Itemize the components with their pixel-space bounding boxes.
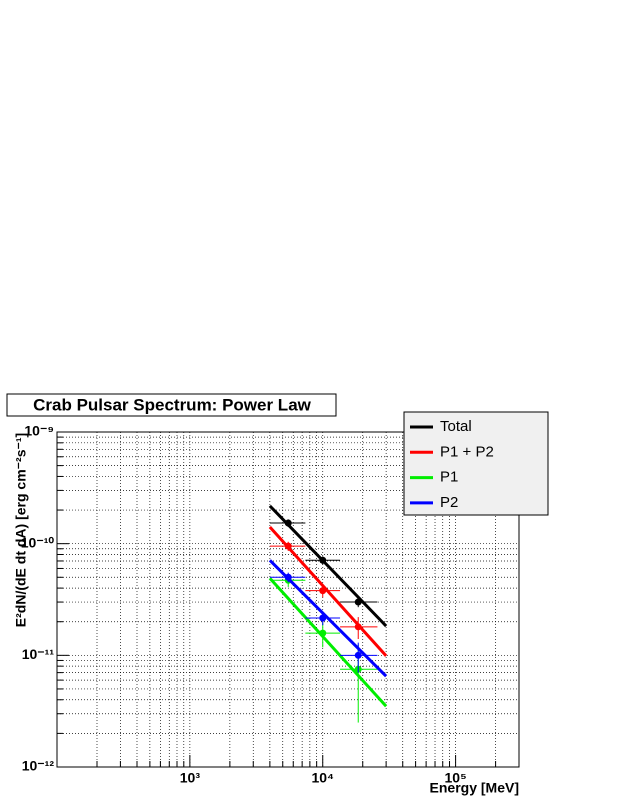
legend-label: P1 + P2 bbox=[440, 443, 494, 460]
legend-label: P2 bbox=[440, 494, 458, 511]
data-point bbox=[284, 573, 292, 581]
data-point bbox=[319, 629, 327, 637]
data-point bbox=[284, 519, 292, 527]
data-point bbox=[319, 587, 327, 595]
legend: Total P1 + P2 P1 P2 bbox=[403, 411, 549, 516]
x-tick-label: 10³ bbox=[180, 770, 201, 786]
title-box bbox=[6, 393, 337, 417]
y-tick-label: 10⁻¹¹ bbox=[22, 646, 55, 662]
data-point bbox=[354, 651, 362, 659]
x-axis-title: Energy [MeV] bbox=[430, 780, 519, 796]
x-tick-label: 10⁴ bbox=[311, 770, 334, 786]
fit-line bbox=[268, 577, 388, 708]
y-tick-label: 10⁻⁹ bbox=[24, 423, 54, 439]
legend-label: P1 bbox=[440, 469, 458, 486]
chart-title: Crab Pulsar Spectrum: Power Law bbox=[33, 395, 312, 414]
legend-box bbox=[403, 411, 549, 516]
data-point bbox=[354, 598, 362, 606]
y-tick-label: 10⁻¹² bbox=[22, 758, 55, 774]
plot-frame bbox=[56, 431, 520, 768]
x-tick-label: 10⁵ bbox=[445, 770, 467, 786]
y-tick-label: 10⁻¹⁰ bbox=[21, 534, 55, 550]
data-point bbox=[284, 542, 292, 550]
data-point bbox=[319, 556, 327, 564]
data-point bbox=[319, 614, 327, 622]
legend-label: Total bbox=[440, 418, 472, 435]
y-axis-title: E²dN/(dE dt dA) [erg cm⁻²s⁻¹] bbox=[13, 433, 29, 627]
plot-area bbox=[57, 431, 520, 768]
data-point bbox=[354, 623, 362, 631]
